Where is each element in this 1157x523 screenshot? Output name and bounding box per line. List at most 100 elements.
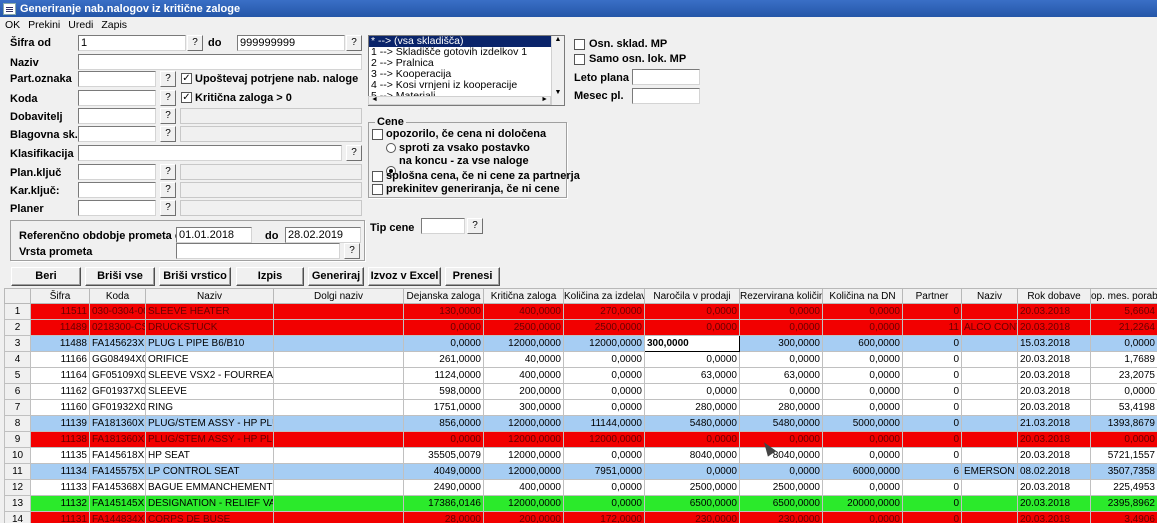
table-cell[interactable]: FA181360X12 xyxy=(89,415,146,432)
table-cell[interactable]: 0,0000 xyxy=(563,367,645,384)
table-cell[interactable]: 7951,0000 xyxy=(563,463,645,480)
table-cell[interactable]: 11166 xyxy=(30,351,90,368)
sifra-do-input[interactable]: 999999999 xyxy=(237,35,345,51)
table-cell[interactable]: 12000,0000 xyxy=(483,431,564,448)
table-cell[interactable] xyxy=(273,367,404,384)
table-cell[interactable]: 0,0000 xyxy=(739,431,823,448)
table-cell[interactable]: 20000,0000 xyxy=(822,495,903,512)
row-number[interactable]: 6 xyxy=(4,383,31,400)
table-cell[interactable]: 172,0000 xyxy=(563,511,645,523)
table-cell[interactable]: 5000,0000 xyxy=(822,415,903,432)
table-cell[interactable]: SLEEVE xyxy=(145,383,274,400)
table-cell[interactable]: FA145145X12 xyxy=(89,495,146,512)
table-cell[interactable]: 5480,0000 xyxy=(739,415,823,432)
blagovna-help-button[interactable]: ? xyxy=(160,126,176,142)
table-cell[interactable]: ALCO CONTRO xyxy=(961,319,1018,336)
table-cell[interactable] xyxy=(961,479,1018,496)
brisi-vrstico-button[interactable]: Briši vrstico xyxy=(159,267,231,286)
warehouse-list-scrollbar[interactable]: ▲ ▼ xyxy=(551,36,564,105)
table-cell[interactable] xyxy=(273,447,404,464)
row-number[interactable]: 4 xyxy=(4,351,31,368)
table-cell[interactable]: 030-0304-00 xyxy=(89,303,146,320)
koda-input[interactable] xyxy=(78,90,156,106)
table-cell[interactable]: 6 xyxy=(902,463,962,480)
table-cell[interactable]: 11135 xyxy=(30,447,90,464)
table-cell[interactable] xyxy=(273,479,404,496)
table-cell[interactable]: 0 xyxy=(902,479,962,496)
table-cell[interactable]: 08.02.2018 xyxy=(1017,463,1091,480)
table-cell[interactable]: PLUG/STEM ASSY - HP PLUG SUP xyxy=(145,415,274,432)
table-cell[interactable] xyxy=(961,431,1018,448)
table-cell[interactable]: 0 xyxy=(902,383,962,400)
table-cell[interactable]: 0,0000 xyxy=(403,431,484,448)
table-cell[interactable]: 11144,0000 xyxy=(563,415,645,432)
table-cell[interactable] xyxy=(961,367,1018,384)
table-cell[interactable]: 11131 xyxy=(30,511,90,523)
table-cell[interactable]: 0,0000 xyxy=(739,383,823,400)
dobavitelj-input[interactable] xyxy=(78,108,156,124)
part-oznaka-input[interactable] xyxy=(78,71,156,87)
table-cell[interactable]: 300,0000 xyxy=(483,399,564,416)
row-number[interactable]: 10 xyxy=(4,447,31,464)
table-cell[interactable]: HP SEAT xyxy=(145,447,274,464)
warehouse-item[interactable]: 4 --> Kosi vrnjeni iz kooperacije xyxy=(371,79,518,91)
column-header[interactable]: Naziv xyxy=(961,288,1018,304)
upostevaj-checkbox[interactable]: ✓ xyxy=(181,73,192,84)
table-cell[interactable]: ORIFICE xyxy=(145,351,274,368)
column-header[interactable]: Dolgi naziv xyxy=(273,288,404,304)
table-cell[interactable]: 0 xyxy=(902,447,962,464)
table-cell[interactable]: 0,0000 xyxy=(644,463,740,480)
table-cell[interactable]: 0 xyxy=(902,415,962,432)
table-cell[interactable]: 5721,1557 xyxy=(1090,447,1157,464)
table-cell[interactable]: 230,0000 xyxy=(739,511,823,523)
vrsta-prometa-input[interactable] xyxy=(176,243,340,259)
table-cell[interactable]: 2490,0000 xyxy=(403,479,484,496)
table-cell[interactable]: GF01937X012 xyxy=(89,383,146,400)
table-cell[interactable]: 23,2075 xyxy=(1090,367,1157,384)
ref-to-input[interactable]: 28.02.2019 xyxy=(285,227,361,243)
warehouse-item[interactable]: 3 --> Kooperacija xyxy=(371,68,452,80)
table-cell[interactable]: 12000,0000 xyxy=(483,463,564,480)
table-cell[interactable]: 12000,0000 xyxy=(563,335,645,352)
table-cell[interactable]: 40,0000 xyxy=(483,351,564,368)
row-number[interactable]: 9 xyxy=(4,431,31,448)
table-cell[interactable]: FA145575X12 xyxy=(89,463,146,480)
table-cell[interactable]: 2500,0000 xyxy=(483,319,564,336)
table-cell[interactable]: FA145623X12 xyxy=(89,335,146,352)
table-cell[interactable] xyxy=(273,511,404,523)
table-cell[interactable]: 11489 xyxy=(30,319,90,336)
kar-kljuc-input[interactable] xyxy=(78,182,156,198)
table-cell[interactable] xyxy=(961,415,1018,432)
table-cell[interactable]: 8040,0000 xyxy=(739,447,823,464)
table-cell[interactable]: 0 xyxy=(902,303,962,320)
table-cell[interactable]: 0 xyxy=(902,495,962,512)
dobavitelj-help-button[interactable]: ? xyxy=(160,108,176,124)
table-cell[interactable]: 20.03.2018 xyxy=(1017,383,1091,400)
table-cell[interactable] xyxy=(273,335,404,352)
blagovna-input[interactable] xyxy=(78,126,156,142)
table-cell[interactable]: PLUG L PIPE B6/B10 xyxy=(145,335,274,352)
table-cell[interactable]: 225,4953 xyxy=(1090,479,1157,496)
table-cell[interactable]: 11160 xyxy=(30,399,90,416)
vrsta-prometa-help-button[interactable]: ? xyxy=(344,243,360,259)
izpis-button[interactable]: Izpis xyxy=(236,267,304,286)
table-cell[interactable]: SLEEVE VSX2 - FOURREAU PRESS xyxy=(145,367,274,384)
table-cell[interactable] xyxy=(273,415,404,432)
table-cell[interactable]: 598,0000 xyxy=(403,383,484,400)
table-row[interactable]: 1311132FA145145X12DESIGNATION - RELIEF V… xyxy=(4,495,1157,512)
table-cell[interactable]: 3,4906 xyxy=(1090,511,1157,523)
table-cell[interactable]: FA144834X12 xyxy=(89,511,146,523)
splosna-checkbox[interactable] xyxy=(372,171,383,182)
table-cell[interactable]: 200,0000 xyxy=(483,511,564,523)
row-number[interactable]: 2 xyxy=(4,319,31,336)
table-cell[interactable]: 0,0000 xyxy=(739,319,823,336)
table-cell[interactable] xyxy=(961,511,1018,523)
table-cell[interactable]: 0,0000 xyxy=(403,319,484,336)
table-cell[interactable]: 12000,0000 xyxy=(483,415,564,432)
table-cell[interactable]: 0,0000 xyxy=(822,479,903,496)
table-cell[interactable]: 0,0000 xyxy=(822,351,903,368)
table-cell[interactable]: 0,0000 xyxy=(739,303,823,320)
izvoz-excel-button[interactable]: Izvoz v Excel xyxy=(368,267,441,286)
table-cell[interactable]: GF01932X012 xyxy=(89,399,146,416)
tip-cene-input[interactable] xyxy=(421,218,465,234)
